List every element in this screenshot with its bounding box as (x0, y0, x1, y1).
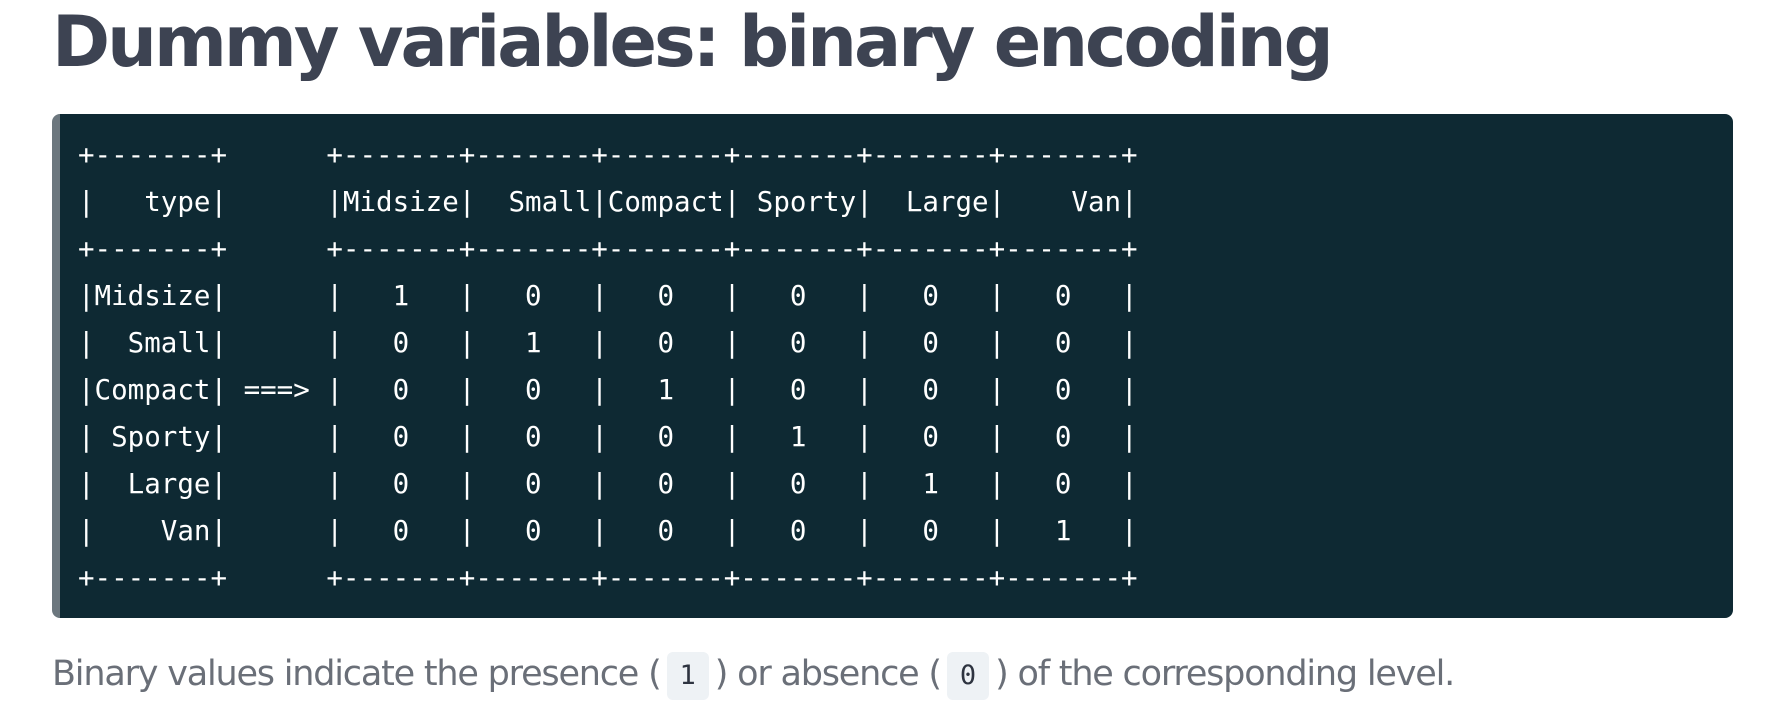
code-block: +-------+ +-------+-------+-------+-----… (52, 114, 1733, 618)
code-line-van: | Van| | 0 | 0 | 0 | 0 | 0 | 1 | (78, 515, 1138, 547)
caption-text-start: Binary values indicate the presence ( (52, 654, 662, 694)
code-text: +-------+ +-------+-------+-------+-----… (78, 132, 1138, 602)
code-line-border-bottom: +-------+ +-------+-------+-------+-----… (78, 562, 1138, 594)
code-line-sporty: | Sporty| | 0 | 0 | 0 | 1 | 0 | 0 | (78, 421, 1138, 453)
caption: Binary values indicate the presence (1) … (52, 648, 1455, 700)
code-line-border-top: +-------+ +-------+-------+-------+-----… (78, 139, 1138, 171)
inline-code-absence: 0 (946, 652, 990, 700)
caption-text-middle: ) or absence ( (714, 654, 942, 694)
code-line-midsize: |Midsize| | 1 | 0 | 0 | 0 | 0 | 0 | (78, 280, 1138, 312)
code-line-header: | type| |Midsize| Small|Compact| Sporty|… (78, 186, 1138, 218)
code-line-small: | Small| | 0 | 1 | 0 | 0 | 0 | 0 | (78, 327, 1138, 359)
page-title: Dummy variables: binary encoding (52, 1, 1334, 83)
code-line-border-header: +-------+ +-------+-------+-------+-----… (78, 233, 1138, 265)
code-line-compact: |Compact| ===> | 0 | 0 | 1 | 0 | 0 | 0 | (78, 374, 1138, 406)
caption-text-end: ) of the corresponding level. (995, 654, 1455, 694)
inline-code-presence: 1 (666, 652, 709, 700)
code-line-large: | Large| | 0 | 0 | 0 | 0 | 1 | 0 | (78, 468, 1138, 500)
